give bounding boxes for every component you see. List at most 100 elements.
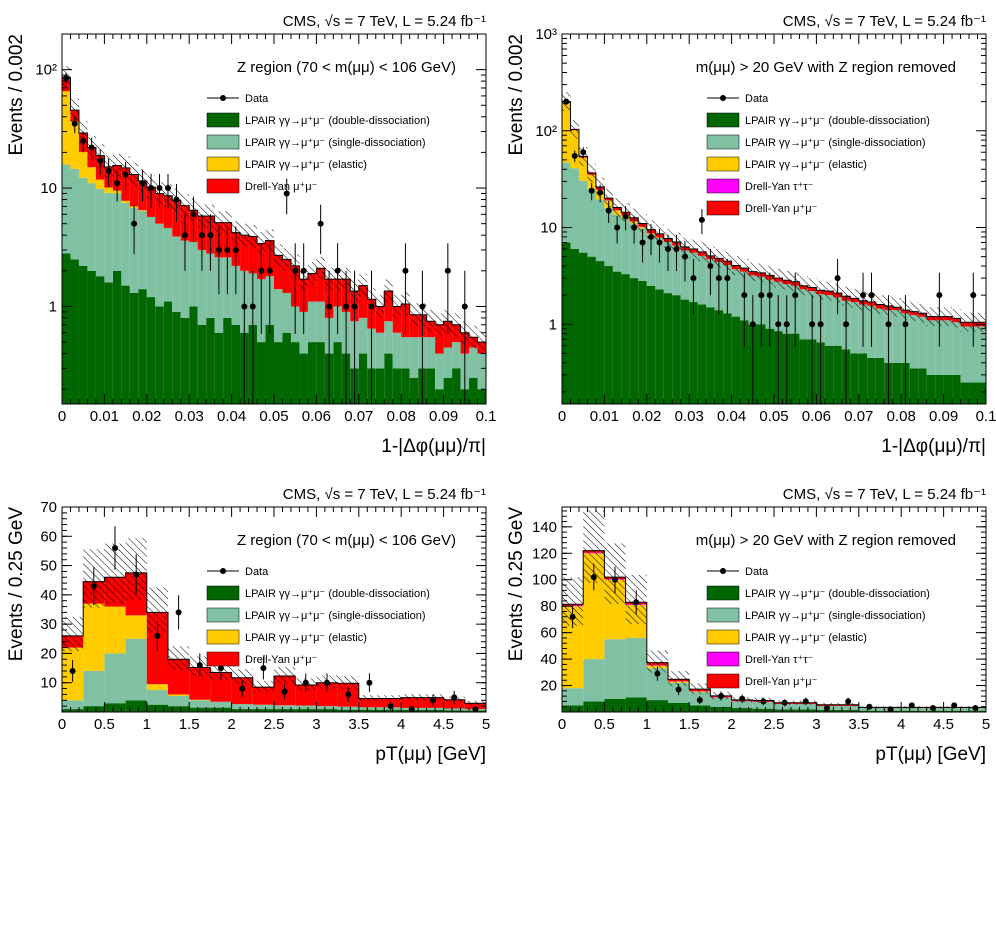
data-point	[951, 702, 958, 709]
bar-dy_mumu	[401, 697, 423, 708]
data-point	[326, 303, 333, 310]
x-axis-title: 1-|Δφ(μμ)/π|	[881, 436, 986, 457]
bar-single_diss	[274, 289, 283, 343]
bar-double_diss	[146, 297, 156, 404]
bar-double_diss	[104, 703, 126, 712]
region-label: Z region (70 < m(μμ) < 106 GeV)	[237, 532, 456, 549]
bar-single_diss	[926, 320, 936, 375]
bar-double_diss	[689, 301, 698, 404]
legend-swatch-double_diss	[206, 112, 240, 128]
bar-double_diss	[799, 339, 808, 404]
data-point	[215, 246, 222, 253]
data-point	[402, 267, 409, 274]
bar-double_diss	[604, 266, 613, 404]
bar-double_diss	[668, 702, 690, 712]
x-tick-label: 2.5	[764, 716, 785, 733]
bar-single_diss	[146, 216, 156, 298]
cms-header: CMS, √s = 7 TeV, L = 5.24 fb⁻¹	[783, 13, 986, 30]
bar-double_diss	[333, 342, 342, 404]
bar-elastic	[189, 699, 211, 701]
bar-single_diss	[401, 337, 410, 369]
plot-area	[62, 66, 486, 404]
region-label: Z region (70 < m(μμ) < 106 GeV)	[237, 59, 456, 76]
bar-double_diss	[706, 307, 715, 404]
bar-double_diss	[83, 706, 105, 712]
legend-swatch-single_diss	[706, 607, 740, 623]
data-point	[824, 705, 830, 712]
bar-elastic	[168, 694, 190, 696]
bar-double_diss	[78, 265, 88, 404]
bar-single_diss	[274, 705, 296, 710]
x-tick-label: 0.04	[717, 408, 746, 425]
x-tick-label: 3.5	[848, 716, 869, 733]
y-axis-title: Events / 0.002	[506, 34, 527, 155]
data-point	[970, 292, 977, 299]
x-tick-label: 4	[897, 716, 905, 733]
bar-double_diss	[655, 289, 664, 404]
legend-label: LPAIR γγ→μ⁺μ⁻ (elastic)	[745, 159, 867, 171]
bar-single_diss	[578, 180, 588, 253]
bar-double_diss	[214, 332, 224, 404]
uncertainty-band	[668, 671, 690, 686]
bar-single_diss	[731, 269, 741, 317]
legend-swatch-dy_mumu	[206, 178, 240, 194]
legend-swatch-dy_mumu	[706, 673, 740, 689]
x-tick-label: 2.5	[264, 716, 285, 733]
bar-double_diss	[833, 345, 842, 404]
data-point	[739, 695, 746, 702]
data-point	[673, 245, 680, 252]
bar-single_diss	[384, 321, 393, 354]
x-tick-label: 0.01	[590, 408, 619, 425]
legend-label: Drell-Yan τ⁺τ⁻	[745, 181, 814, 193]
bar-single_diss	[952, 322, 961, 375]
bar-single_diss	[977, 326, 986, 383]
legend-swatch-elastic	[206, 156, 240, 172]
x-tick-label: 4.5	[433, 716, 454, 733]
bar-single_diss	[358, 707, 380, 710]
bar-single_diss	[469, 347, 478, 378]
bar-single_diss	[231, 704, 253, 710]
uncertainty-band	[689, 683, 711, 694]
data-point	[451, 694, 458, 701]
data-point	[860, 292, 867, 299]
bar-single_diss	[392, 332, 402, 369]
bar-double_diss	[168, 706, 190, 712]
data-point	[675, 686, 682, 693]
data-point	[908, 702, 915, 709]
data-point	[90, 583, 97, 590]
data-point	[930, 705, 936, 712]
bar-double_diss	[909, 368, 919, 404]
data-point	[590, 574, 597, 581]
bar-double_diss	[604, 698, 626, 712]
bar-double_diss	[672, 295, 681, 404]
bar-double_diss	[570, 248, 579, 404]
bar-single_diss	[892, 310, 902, 363]
bar-elastic	[562, 606, 584, 689]
data-point	[190, 211, 197, 218]
bar-double_diss	[316, 342, 325, 404]
x-tick-label: 0.03	[175, 408, 204, 425]
bar-double_diss	[943, 710, 965, 712]
data-point	[224, 246, 231, 253]
x-tick-label: 5	[982, 716, 990, 733]
x-tick-label: 0.05	[259, 408, 288, 425]
data-point	[343, 303, 350, 310]
bar-double_diss	[469, 377, 478, 404]
bar-elastic	[562, 102, 571, 163]
x-axis-title: pT(μμ) [GeV]	[375, 744, 486, 765]
data-point	[283, 190, 290, 197]
legend-swatch-dy_tautau	[706, 178, 740, 194]
data-point	[631, 224, 638, 231]
data-point	[809, 321, 816, 328]
bar-single_diss	[799, 289, 808, 340]
bar-single_diss	[282, 292, 291, 333]
bar-single_diss	[875, 308, 885, 358]
bar-dy_mumu	[240, 235, 249, 271]
bar-double_diss	[765, 328, 774, 404]
bar-double_diss	[231, 709, 253, 712]
bar-single_diss	[252, 704, 274, 710]
bar-double_diss	[392, 368, 402, 404]
legend-label: LPAIR γγ→μ⁺μ⁻ (single-dissociation)	[245, 610, 426, 622]
bar-single_diss	[316, 706, 338, 710]
plot-area	[562, 92, 986, 404]
